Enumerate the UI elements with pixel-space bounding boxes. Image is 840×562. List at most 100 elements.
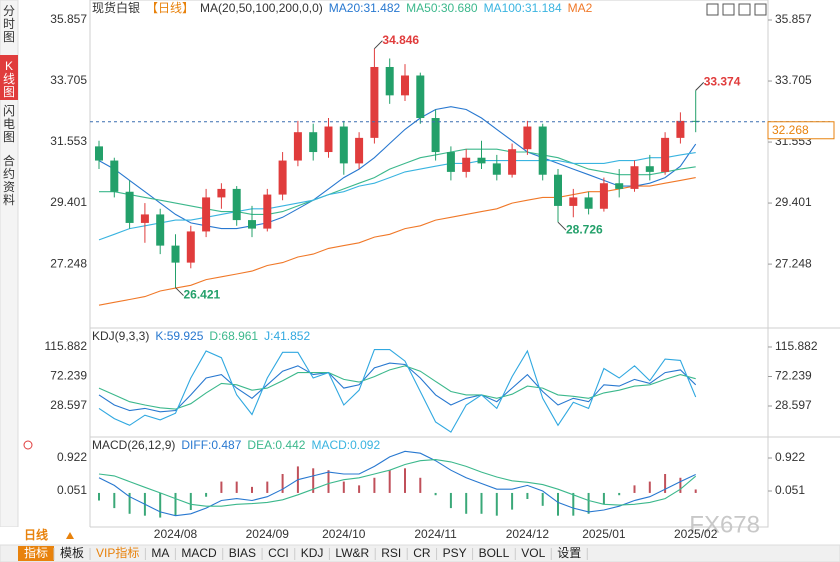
candle-body: [171, 245, 180, 263]
y-tick-label: 35.857: [50, 12, 87, 26]
tab-char: 合: [3, 153, 15, 168]
y-tick-label: 27.248: [50, 256, 87, 270]
indicator-line: [98, 362, 697, 413]
candle-body: [569, 197, 578, 206]
indicator-label: MA100:31.184: [484, 1, 562, 15]
candle-body: [416, 75, 425, 119]
candle-body: [630, 166, 639, 189]
candle-body: [278, 160, 287, 195]
toolbar-item[interactable]: 模板: [60, 546, 84, 560]
icon[interactable]: [722, 3, 735, 16]
y-tick-label-right: 0.922: [775, 450, 805, 464]
candle-body: [339, 126, 348, 164]
tab-char: 时: [3, 17, 15, 31]
indicator-line: [98, 106, 697, 230]
toolbar-item[interactable]: BOLL: [479, 546, 510, 560]
toolbar-item[interactable]: BIAS: [229, 546, 256, 560]
candle-body: [202, 197, 211, 232]
candle-body: [110, 160, 119, 192]
period-arrow[interactable]: [66, 532, 74, 539]
y-tick-label: 31.553: [50, 134, 87, 148]
toolbar-item[interactable]: 设置: [557, 546, 581, 560]
toolbar-item[interactable]: VIP指标: [96, 545, 139, 560]
toolbar-item[interactable]: PSY: [443, 546, 467, 560]
toolbar-item[interactable]: 指标: [24, 545, 48, 560]
toolbar-item[interactable]: CR: [413, 546, 431, 560]
candle-body: [370, 66, 379, 138]
sidebar-tab[interactable]: 合约资料: [3, 153, 15, 207]
y-tick-label-right: 0.051: [775, 483, 805, 497]
indicator-label: MA50:30.680: [406, 1, 478, 15]
y-tick-label: 115.882: [45, 339, 88, 353]
icon[interactable]: [706, 3, 719, 16]
tab-char: 约: [3, 166, 15, 181]
price-annotation: 28.726: [566, 222, 603, 236]
tab-char: 资: [3, 180, 15, 194]
last-price-label: 32.268: [772, 123, 809, 137]
candle-body: [125, 191, 134, 223]
icon[interactable]: [738, 3, 751, 16]
indicator-label: DIFF:0.487: [181, 438, 241, 452]
indicator-line: [98, 365, 696, 410]
indicator-label: 现货白银: [92, 0, 140, 15]
candle-body: [248, 220, 256, 229]
x-tick-label: 2024/08: [154, 527, 198, 541]
x-tick-label: 2024/12: [506, 527, 550, 541]
toolbar-item[interactable]: VOL: [521, 546, 545, 560]
candle-body: [477, 157, 486, 164]
toolbar-item[interactable]: LW&R: [335, 546, 369, 560]
candle-body: [263, 194, 272, 229]
indicator-label: 【日线】: [146, 1, 194, 15]
tab-char: 料: [3, 193, 15, 207]
x-tick-label: 2025/02: [674, 527, 718, 541]
indicator-label: MACD(26,12,9): [92, 438, 175, 452]
sidebar-tab[interactable]: K 线图: [3, 59, 15, 99]
annotation-leader: [557, 221, 567, 231]
toolbar-item[interactable]: MACD: [181, 546, 217, 560]
top-icons: [706, 3, 767, 16]
candle-body: [462, 157, 471, 172]
toolbar-item[interactable]: RSI: [381, 546, 401, 560]
candle-body: [492, 163, 501, 175]
sidebar-tab[interactable]: 分时图: [3, 4, 15, 44]
candle-body: [691, 120, 700, 122]
toolbar: [0, 544, 840, 562]
indicator-label: MA2: [568, 1, 593, 15]
y-tick-label: 72.239: [50, 369, 87, 383]
indicator-line: [98, 450, 696, 517]
icon[interactable]: [754, 3, 767, 16]
candle-body: [385, 66, 394, 96]
candle-body: [661, 137, 670, 172]
tab-char: 线: [3, 72, 15, 86]
candle-body: [554, 174, 562, 206]
candle-body: [676, 120, 685, 138]
toolbar-active: [18, 546, 55, 561]
toolbar-item[interactable]: KDJ: [301, 546, 324, 560]
x-tick-label: 2024/09: [246, 527, 290, 541]
y-tick-label-right: 28.597: [775, 398, 812, 412]
indicator-label: DEA:0.442: [247, 438, 305, 452]
indicator-label: J:41.852: [264, 329, 310, 343]
toolbar-item[interactable]: CCI: [268, 546, 289, 560]
tab-char: 图: [3, 130, 15, 144]
candle-body: [645, 166, 654, 172]
tab-char: 电: [3, 117, 15, 131]
x-tick-label: 2025/01: [582, 527, 626, 541]
indicator-line: [99, 148, 696, 215]
y-tick-label-right: 72.239: [775, 369, 812, 383]
candle-body: [431, 118, 440, 153]
y-tick-label-right: 35.857: [775, 12, 812, 26]
period[interactable]: 日线: [24, 527, 48, 542]
sidebar-tab[interactable]: 闪电图: [3, 104, 15, 144]
y-tick-label: 0.922: [57, 450, 87, 464]
sidebar-tab-active: [0, 55, 18, 100]
candle-body: [355, 137, 364, 164]
toolbar-item[interactable]: MA: [151, 546, 169, 560]
settings-icon[interactable]: [23, 440, 33, 450]
annotation-leader: [374, 40, 383, 50]
indicator-label: D:68.961: [209, 329, 258, 343]
watermark: FX678: [689, 511, 760, 538]
y-tick-label-right: 29.401: [775, 195, 812, 209]
candle-body: [217, 188, 226, 198]
